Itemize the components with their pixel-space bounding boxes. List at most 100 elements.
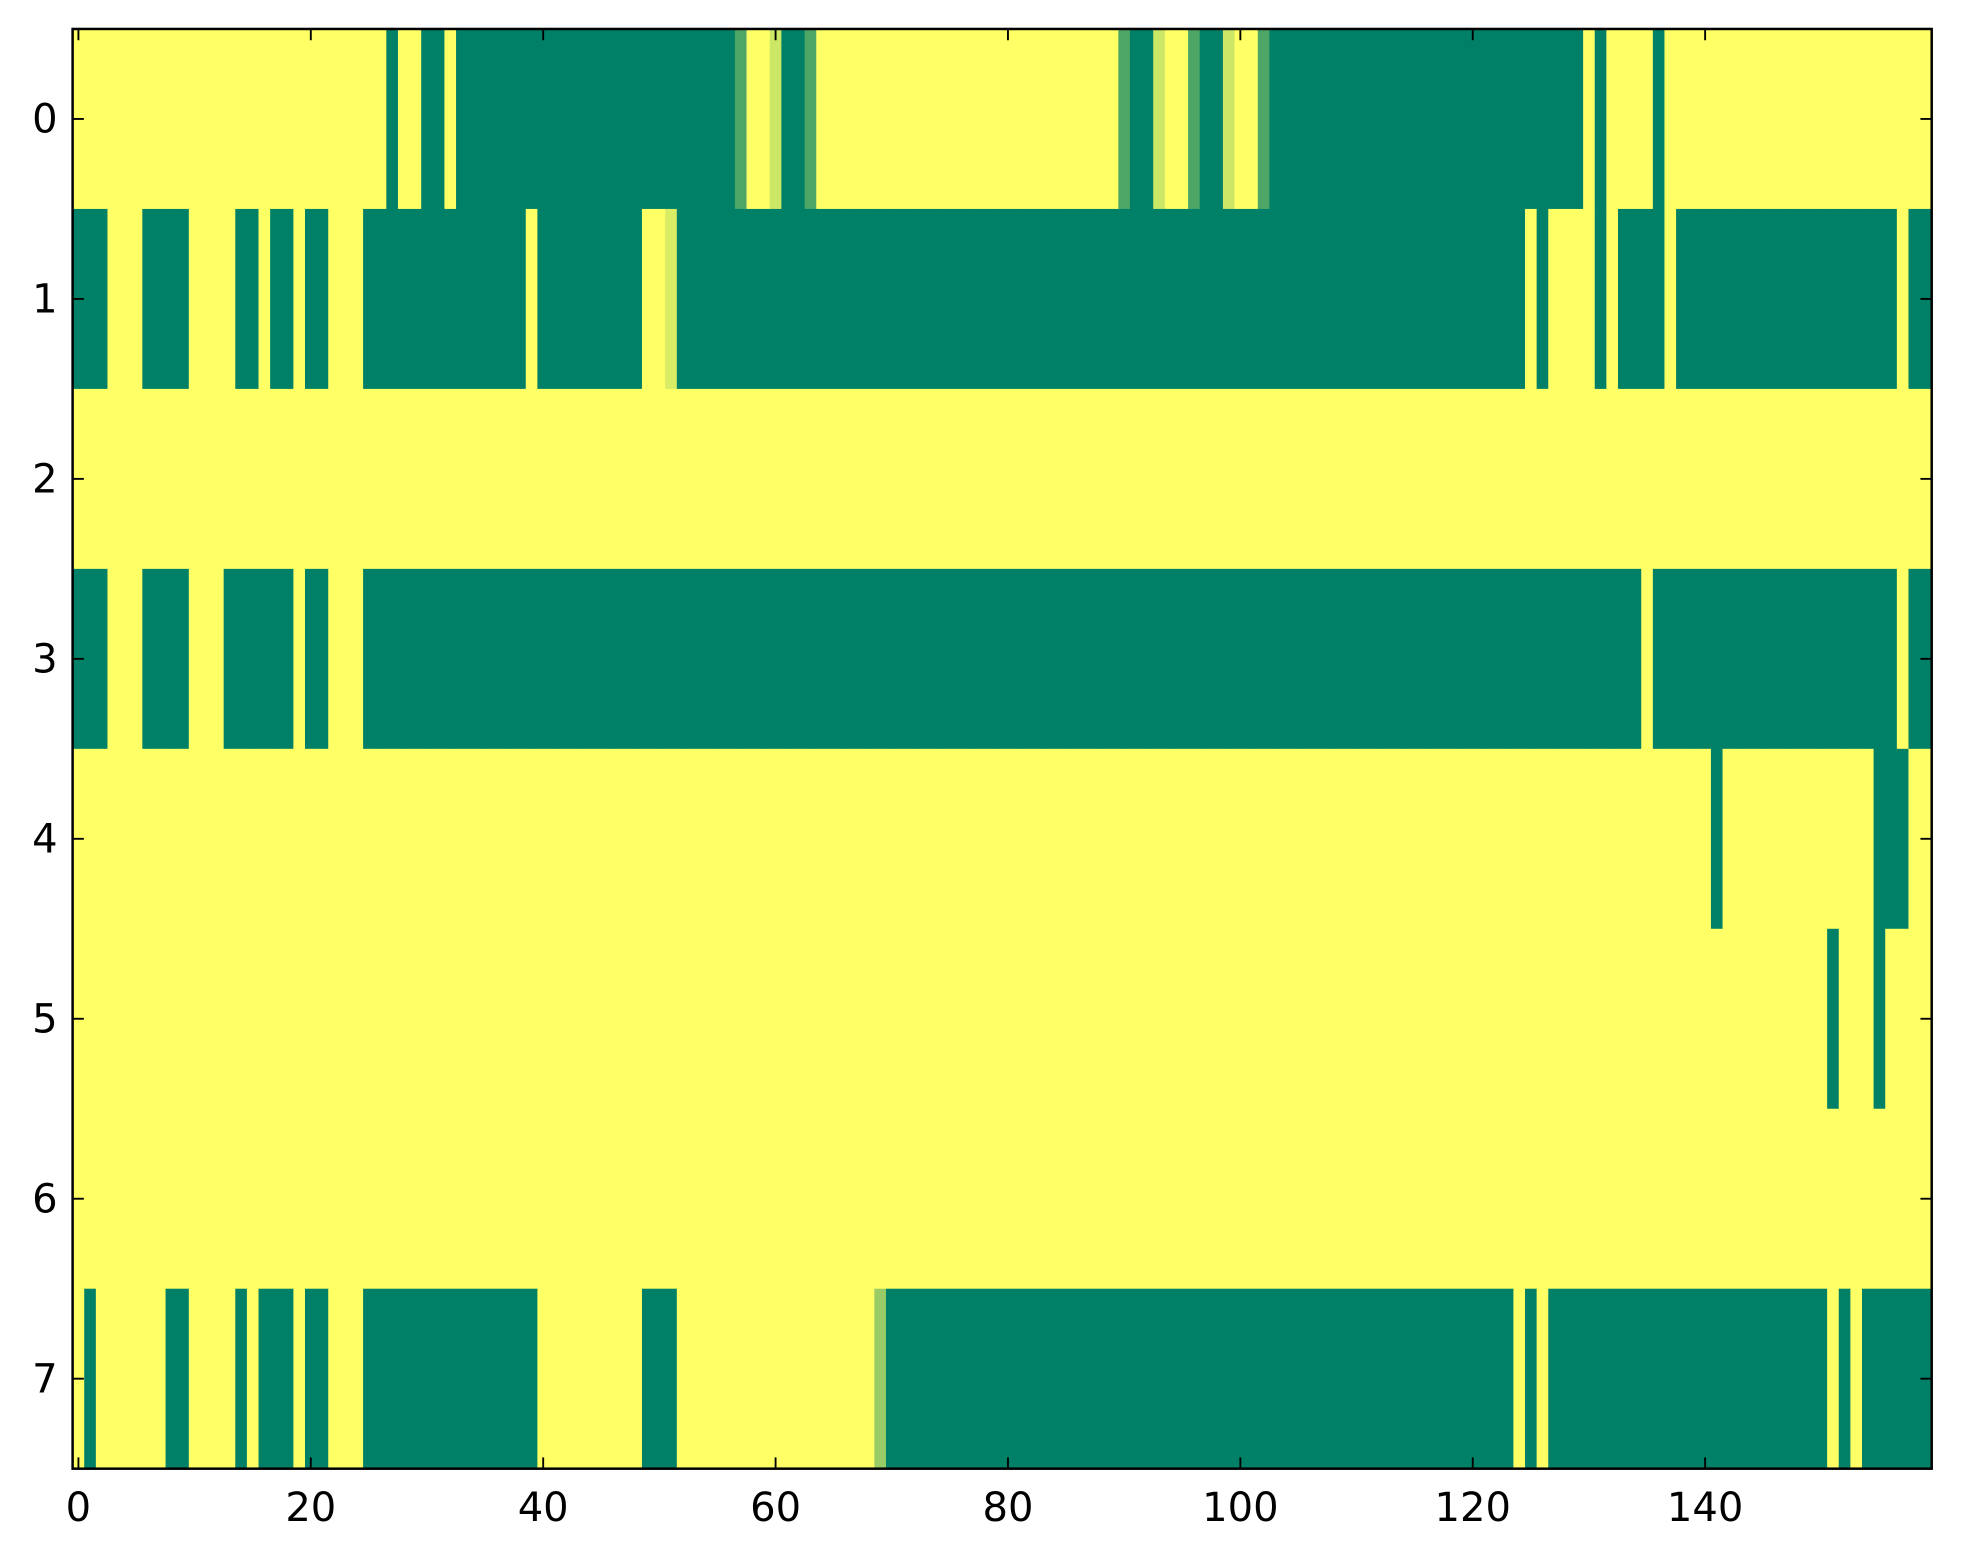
cell: [409, 28, 422, 210]
cell: [1676, 928, 1689, 1110]
cell: [1908, 1288, 1921, 1470]
cell: [1269, 1108, 1282, 1290]
cell: [1071, 388, 1084, 570]
cell: [1362, 928, 1375, 1110]
cell: [1641, 1108, 1654, 1290]
cell: [1164, 568, 1177, 750]
cell: [1037, 1108, 1050, 1290]
cell: [1153, 28, 1166, 210]
cell: [1617, 388, 1631, 570]
cell: [595, 568, 608, 750]
cell: [804, 388, 817, 570]
cell: [1769, 568, 1782, 750]
cell: [490, 388, 504, 570]
cell: [316, 748, 329, 930]
cell: [944, 388, 957, 570]
cell: [130, 928, 143, 1110]
cell: [746, 748, 759, 930]
cell: [502, 28, 515, 210]
cell: [944, 208, 957, 390]
cell: [165, 208, 178, 390]
cell: [130, 1288, 143, 1470]
cell: [1687, 388, 1700, 570]
cell: [1362, 1288, 1375, 1470]
cell: [246, 928, 260, 1110]
cell: [653, 208, 666, 390]
cell: [1594, 208, 1607, 390]
cell: [386, 1288, 399, 1470]
cell: [851, 1108, 864, 1290]
cell: [1315, 568, 1328, 750]
cell: [1420, 1288, 1433, 1470]
cell: [374, 928, 387, 1110]
cell: [1652, 28, 1665, 210]
cell: [1594, 928, 1607, 1110]
cell: [885, 928, 899, 1110]
cell: [1559, 388, 1573, 570]
cell: [1815, 1108, 1828, 1290]
cell: [653, 28, 666, 210]
cell: [572, 568, 585, 750]
cell: [386, 568, 399, 750]
cell: [1408, 748, 1421, 930]
cell: [1606, 568, 1619, 750]
cell: [235, 28, 248, 210]
cell: [1525, 1108, 1538, 1290]
cell: [816, 568, 829, 750]
cell: [711, 28, 724, 210]
cell: [1002, 208, 1015, 390]
cell: [641, 1288, 655, 1470]
cell: [1908, 748, 1921, 930]
cell: [153, 388, 167, 570]
cell: [1838, 1288, 1851, 1470]
cell: [1710, 208, 1724, 390]
cell: [339, 388, 352, 570]
cell: [781, 208, 794, 390]
cell: [583, 1288, 596, 1470]
cell: [1281, 748, 1294, 930]
cell: [84, 748, 97, 930]
cell: [1548, 748, 1561, 930]
cell: [1652, 928, 1665, 1110]
cell: [1466, 28, 1480, 210]
cell: [1083, 928, 1096, 1110]
cell: [793, 208, 806, 390]
cell: [1095, 748, 1108, 930]
cell: [1734, 1108, 1747, 1290]
cell: [1536, 748, 1549, 930]
cell: [1292, 928, 1305, 1110]
cell: [409, 568, 422, 750]
cell: [1129, 208, 1143, 390]
cell: [293, 748, 306, 930]
cell: [1025, 28, 1038, 210]
cell: [897, 28, 910, 210]
cell: [386, 388, 399, 570]
cell: [572, 208, 585, 390]
cell: [316, 928, 329, 1110]
cell: [188, 28, 201, 210]
cell: [537, 748, 550, 930]
cell: [1257, 568, 1270, 750]
cell: [793, 568, 806, 750]
cell: [839, 1288, 852, 1470]
cell: [1861, 388, 1875, 570]
cell: [1176, 208, 1189, 390]
cell: [723, 1288, 736, 1470]
cell: [1188, 208, 1201, 390]
cell: [479, 1108, 492, 1290]
cell: [200, 388, 213, 570]
cell: [1292, 28, 1305, 210]
cell: [490, 208, 504, 390]
cell: [560, 928, 573, 1110]
cell: [607, 208, 620, 390]
cell: [1501, 748, 1514, 930]
cell: [862, 928, 875, 1110]
cell: [595, 1288, 608, 1470]
cell: [374, 28, 387, 210]
cell: [1118, 208, 1131, 390]
cell: [851, 568, 864, 750]
cell: [1315, 388, 1328, 570]
cell: [967, 388, 980, 570]
cell: [816, 1288, 829, 1470]
cell: [1722, 568, 1735, 750]
